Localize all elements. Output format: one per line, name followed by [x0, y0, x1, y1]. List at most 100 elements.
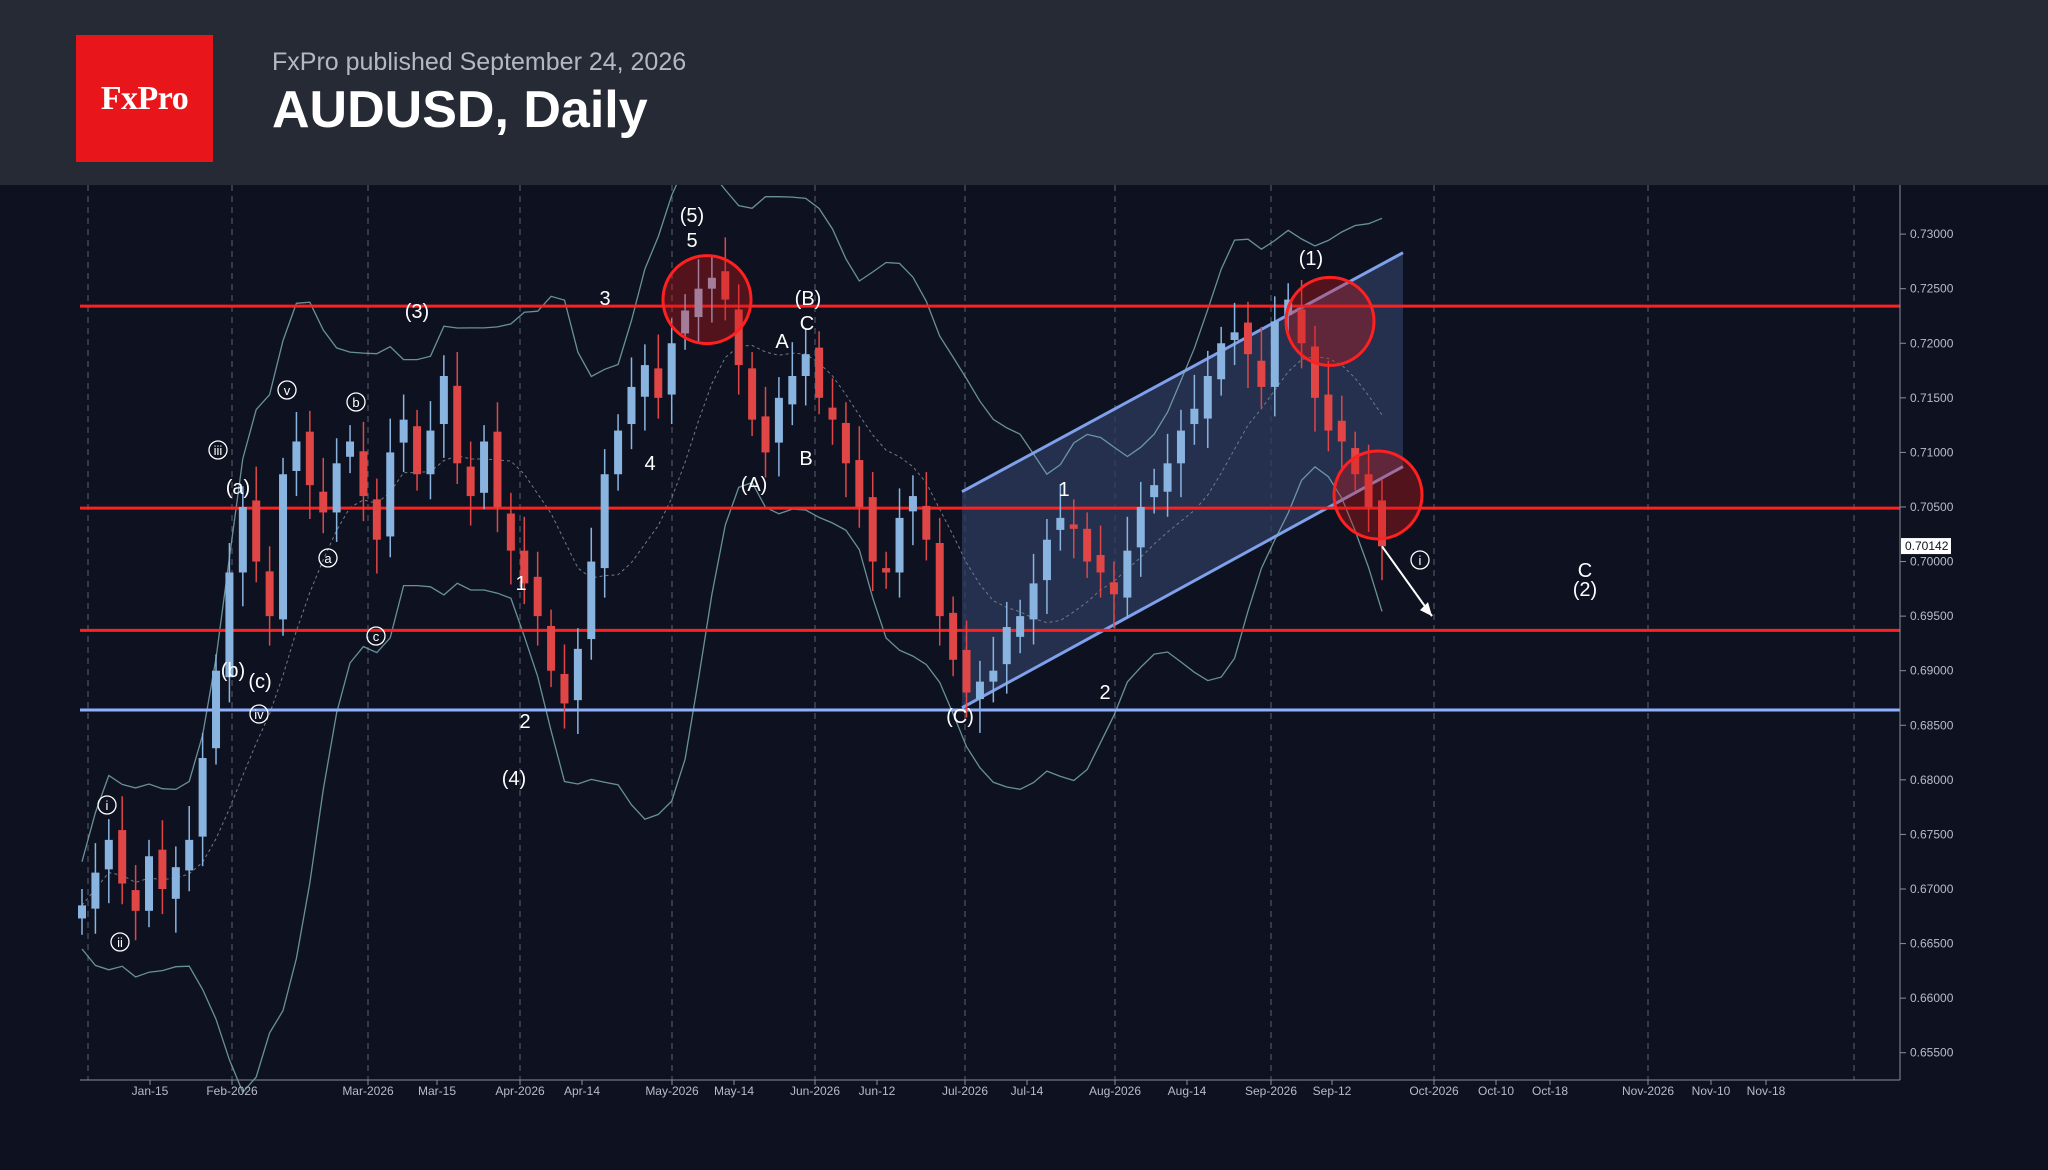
wave-label-22: (4): [502, 768, 526, 790]
wave-label-7: (c): [248, 671, 271, 693]
wave-label-19: (1): [1299, 248, 1323, 270]
x-tick-label-16: Oct-2026: [1409, 1084, 1459, 1098]
candle: [1109, 561, 1118, 629]
wave-label-8: a: [324, 551, 332, 566]
wave-label-0: i: [106, 798, 109, 813]
candle: [78, 888, 86, 935]
candle: [882, 551, 891, 589]
candle: [265, 546, 274, 646]
candle: [466, 441, 475, 526]
bollinger-bands: [81, 185, 1383, 1094]
y-tick-label-2: 0.72000: [1910, 336, 1954, 350]
candle: [1002, 601, 1011, 694]
x-tick-label-12: Aug-2026: [1089, 1084, 1141, 1098]
x-tick-label-4: Apr-2026: [495, 1084, 545, 1098]
candle: [681, 294, 690, 350]
projection-arrow-head: [1420, 602, 1432, 617]
candle: [1270, 296, 1279, 417]
candle: [238, 486, 247, 607]
candle: [1056, 484, 1065, 551]
candle: [1083, 512, 1092, 578]
candle: [185, 806, 194, 892]
candle: [1163, 433, 1172, 517]
candle: [774, 377, 783, 477]
candle: [198, 732, 207, 867]
wave-label-26: (C): [946, 706, 974, 728]
x-tick-label-1: Feb-2026: [206, 1084, 258, 1098]
y-tick-label-10: 0.68000: [1910, 773, 1954, 787]
candle: [748, 351, 757, 437]
candle: [171, 846, 180, 933]
candle: [868, 472, 877, 592]
candle: [453, 351, 462, 485]
wave-label-2: iii: [214, 443, 223, 458]
candle: [922, 472, 931, 561]
projected-wave-i: i: [1419, 553, 1422, 568]
candle: [895, 488, 904, 598]
y-tick-label-3: 0.71500: [1910, 391, 1954, 405]
candle: [975, 660, 984, 733]
candle: [1069, 499, 1078, 559]
candle: [91, 843, 100, 934]
candle: [346, 425, 355, 474]
wave-label-20: (2): [1573, 579, 1597, 601]
projected-wave-i-circle: [1410, 550, 1430, 570]
candle: [761, 386, 770, 478]
y-tick-label-5: 0.70500: [1910, 500, 1954, 514]
wave-circle-1: [110, 932, 130, 952]
wave-label-4: v: [284, 383, 291, 398]
x-tick-label-15: Sep-12: [1313, 1084, 1352, 1098]
wave-label-12: 2: [519, 711, 530, 733]
wave-circle-2: [208, 440, 228, 460]
candle: [1029, 553, 1038, 645]
x-tick-label-21: Nov-18: [1747, 1084, 1786, 1098]
chart-title: AUDUSD, Daily: [272, 81, 648, 139]
y-tick-label-14: 0.66000: [1910, 991, 1954, 1005]
candle: [1096, 525, 1105, 598]
candle: [1337, 395, 1346, 471]
highlight-circle-0: [661, 254, 753, 346]
wave-label-3: iv: [254, 707, 264, 722]
wave-label-28: 2: [1099, 682, 1110, 704]
wave-label-10: c: [373, 629, 380, 644]
candle: [145, 839, 154, 928]
x-tick-label-5: Apr-14: [564, 1084, 600, 1098]
candle: [560, 644, 569, 729]
wave-label-27: 1: [1058, 479, 1069, 501]
candle: [399, 394, 408, 473]
highlight-circle-2: [1332, 449, 1424, 541]
candle: [587, 527, 596, 660]
y-tick-label-4: 0.71000: [1910, 445, 1954, 459]
y-tick-label-0: 0.73000: [1910, 227, 1954, 241]
wave-circle-8: [318, 548, 338, 568]
wave-label-23: (5): [680, 205, 704, 227]
candle: [788, 342, 797, 426]
x-tick-label-20: Nov-10: [1692, 1084, 1731, 1098]
wave-label-14: 4: [644, 453, 655, 475]
candle: [506, 492, 515, 585]
y-tick-label-11: 0.67500: [1910, 827, 1954, 841]
highlight-circle-1: [1284, 275, 1376, 367]
candle: [815, 331, 824, 415]
candle: [1364, 444, 1373, 533]
candle: [1190, 374, 1199, 445]
projected-wave-c: C: [1578, 560, 1592, 582]
candle: [319, 457, 328, 534]
candle: [480, 425, 489, 510]
x-tick-label-19: Nov-2026: [1622, 1084, 1674, 1098]
x-tick-label-10: Jul-2026: [942, 1084, 988, 1098]
candle: [707, 257, 716, 323]
x-tick-label-0: Jan-15: [132, 1084, 169, 1098]
candle: [252, 466, 261, 583]
candle: [1378, 479, 1386, 581]
x-tick-label-11: Jul-14: [1011, 1084, 1044, 1098]
candle: [118, 796, 127, 905]
wave-circle-10: [366, 626, 386, 646]
candle: [1230, 302, 1239, 366]
x-tick-label-13: Aug-14: [1168, 1084, 1207, 1098]
fxpro-logo: FxPro: [76, 35, 213, 162]
candle: [640, 344, 649, 431]
wave-label-1: ii: [117, 935, 123, 950]
